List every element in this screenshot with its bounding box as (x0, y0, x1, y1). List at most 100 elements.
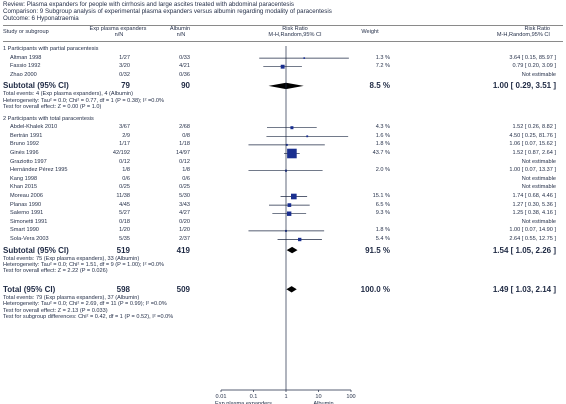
study-alb-events: 2/68 (179, 124, 190, 131)
study-exp-events: 5/27 (119, 210, 130, 217)
study-alb-events: 0/33 (179, 54, 190, 61)
study-weight: 1.8 % (375, 227, 390, 234)
col-rr2-subheader: M-H,Random,95% CI (496, 32, 550, 38)
study-exp-events: 1/17 (119, 141, 130, 148)
weight-square (280, 64, 285, 69)
subgroup-note: Test for overall effect: Z = 0.00 (P = 1… (3, 104, 102, 111)
study-ci: Not estimable (521, 158, 556, 165)
x-tick-label: 1 (284, 394, 287, 400)
study-alb-events: 5/30 (179, 193, 190, 199)
study-alb-events: 0/20 (179, 218, 190, 225)
x-label-left: Exp plasma expanders (215, 401, 272, 404)
study-exp-events: 3/67 (119, 124, 130, 131)
study-alb-events: 14/97 (176, 150, 190, 156)
outcome-title: Outcome: 6 Hyponatraemia (3, 15, 79, 22)
subtotal-2-ci: 1.54 [ 1.05, 2.26 ] (492, 245, 556, 255)
weight-square (285, 143, 288, 146)
subtotal-2-weight: 91.5 % (365, 245, 390, 255)
study-name: Bruno 1992 (10, 141, 39, 148)
study-name: Ginès 1996 (10, 150, 39, 156)
subtotal-1-label: Subtotal (95% CI) (3, 81, 69, 91)
study-exp-events: 1/20 (119, 227, 130, 234)
col-alb-header: Albumin (169, 26, 191, 32)
study-name: Bertrán 1991 (10, 132, 43, 139)
subgroup-note: Total events: 75 (Exp plasma expanders),… (3, 255, 140, 262)
study-weight: 4.3 % (375, 124, 390, 131)
study-ci: Not estimable (521, 184, 556, 191)
total-note: Heterogeneity: Tau² = 0.0; Chi² = 2.69, … (3, 301, 167, 308)
study-exp-events: 4/45 (119, 201, 130, 208)
study-name: Altman 1998 (10, 54, 42, 61)
weight-square (287, 203, 292, 207)
x-tick-label: 0.01 (216, 394, 227, 400)
subtotal-2-label: Subtotal (95% CI) (3, 245, 69, 255)
study-exp-events: 0/18 (119, 218, 130, 225)
study-exp-events: 2/9 (122, 132, 130, 139)
total-note: Test for subgroup differences: Chi² = 0.… (3, 314, 174, 320)
study-weight: 9.3 % (375, 210, 390, 217)
study-exp-events: 11/38 (116, 193, 130, 199)
overall-total-diamond (286, 286, 297, 293)
col-study-header: Study or subgroup (3, 29, 49, 35)
subgroup-title: 1 Participants with partial paracentesis (3, 46, 99, 52)
total-note: Test for overall effect: Z = 2.13 (P = 0… (3, 307, 108, 314)
study-ci: 4.50 [ 0.25, 81.76 ] (509, 132, 556, 139)
study-ci: 1.27 [ 0.30, 5.36 ] (512, 201, 556, 208)
total-note: Total events: 79 (Exp plasma expanders),… (3, 294, 140, 301)
study-weight: 15.1 % (372, 193, 390, 199)
weight-square (298, 237, 302, 242)
study-alb-events: 4/21 (179, 63, 190, 70)
col-exp-header: Exp plasma expanders (89, 26, 147, 32)
weight-square (303, 57, 306, 59)
review-title: Review: Plasma expanders for people with… (3, 1, 294, 8)
study-name: Graziotto 1997 (10, 158, 47, 165)
study-weight: 1.6 % (375, 132, 390, 139)
col-rr-header: Risk Ratio (282, 26, 308, 32)
study-exp-events: 1/27 (119, 54, 130, 61)
weight-square (290, 126, 294, 130)
study-ci: 3.64 [ 0.15, 85.97 ] (509, 54, 556, 61)
x-label-right: Albumin (313, 401, 333, 404)
study-ci: 1.00 [ 0.07, 13.37 ] (509, 167, 556, 174)
overall-total-label: Total (95% CI) (3, 284, 56, 294)
study-ci: 1.00 [ 0.07, 14.90 ] (509, 227, 556, 234)
weight-square (286, 211, 292, 216)
study-name: Hernández Pérez 1995 (10, 167, 68, 174)
overall-total-ci: 1.49 [ 1.03, 2.14 ] (492, 284, 556, 294)
subtotal-1-ci: 1.00 [ 0.29, 3.51 ] (492, 81, 556, 91)
study-alb-events: 0/8 (182, 132, 190, 139)
study-weight: 7.2 % (375, 63, 390, 70)
study-ci: 2.64 [ 0.55, 12.75 ] (509, 236, 556, 242)
study-name: Zhao 2000 (10, 71, 37, 78)
study-ci: 1.52 [ 0.26, 8.82 ] (512, 124, 556, 131)
study-ci: Not estimable (521, 175, 556, 182)
col-alb-subheader: n/N (176, 32, 186, 38)
subtotal-2-exp-total: 519 (116, 245, 130, 255)
overall-total-exp-total: 598 (116, 284, 130, 294)
study-ci: 1.06 [ 0.07, 15.62 ] (509, 141, 556, 148)
weight-square (306, 135, 309, 138)
subgroup-note: Heterogeneity: Tau² = 0.0; Chi² = 1.51, … (3, 262, 165, 268)
study-ci: 0.79 [ 0.20, 3.09 ] (512, 63, 556, 70)
x-tick-label: 10 (315, 394, 321, 400)
subtotal-1-alb-total: 90 (181, 81, 190, 91)
x-tick-label: 100 (346, 394, 355, 400)
study-weight: 1.8 % (375, 141, 390, 148)
overall-total-alb-total: 509 (176, 284, 190, 294)
subgroup-note: Heterogeneity: Tau² = 0.0; Chi² = 0.77, … (3, 97, 165, 104)
col-exp-subheader: n/N (114, 32, 124, 38)
study-alb-events: 4/27 (179, 210, 190, 217)
subgroup-title: 2 Participants with total paracentesis (3, 115, 94, 122)
header-top-rule (3, 25, 563, 26)
study-exp-events: 42/192 (112, 150, 130, 156)
subtotal-1-exp-total: 79 (121, 81, 130, 91)
study-name: Smart 1990 (10, 227, 39, 234)
study-name: Abdel-Khalek 2010 (10, 124, 58, 131)
study-exp-events: 1/8 (122, 167, 130, 174)
study-exp-events: 0/12 (119, 158, 130, 165)
subgroup-note: Total events: 4 (Exp plasma expanders), … (3, 91, 133, 98)
study-exp-events: 5/35 (119, 236, 130, 242)
study-exp-events: 0/25 (119, 184, 130, 191)
comparison-title: Comparison: 9 Subgroup analysis of exper… (3, 8, 332, 15)
